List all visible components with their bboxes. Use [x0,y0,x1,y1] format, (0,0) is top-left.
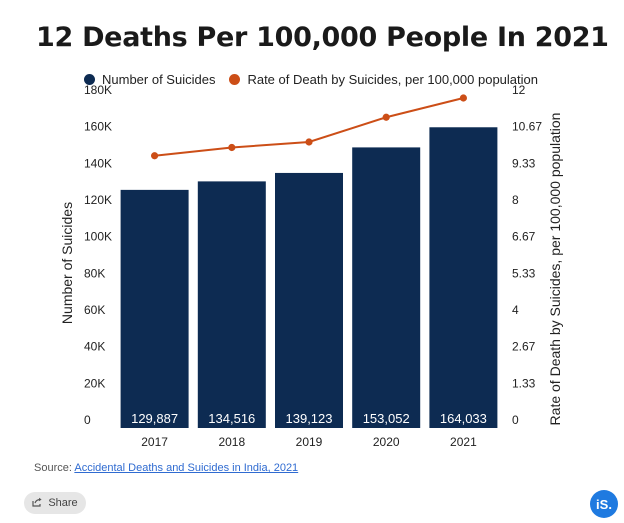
bar [120,189,189,428]
source-prefix: Source: [34,462,75,474]
x-tick-label: 2020 [373,435,400,449]
y2-tick-label: 8 [512,193,519,207]
x-tick-label: 2019 [296,435,323,449]
rate-point [228,143,236,152]
x-tick-label: 2018 [218,435,245,449]
rate-point [305,138,313,146]
y-tick-label: 20K [84,376,105,390]
y-tick-label: 60K [84,303,105,317]
bar [429,127,498,429]
y2-tick-label: 10.67 [512,120,542,134]
y-tick-label: 180K [84,83,112,97]
x-tick-label: 2017 [141,435,168,449]
y2-tick-label: 1.33 [512,376,536,390]
legend-item-bars: Number of Suicides [84,72,215,87]
y-tick-label: 80K [84,266,105,280]
legend-label-bars: Number of Suicides [102,72,216,87]
legend-swatch-bars [84,74,95,85]
chart-title: 12 Deaths Per 100,000 People In 2021 [36,22,609,53]
y2-tick-label: 6.67 [512,230,536,244]
y2-tick-label: 12 [512,83,526,97]
bar [197,181,266,428]
source-note: Source: Accidental Deaths and Suicides i… [34,462,298,474]
bar [275,172,343,428]
y2-tick-label: 4 [512,303,519,317]
x-tick-label: 2021 [450,435,477,449]
y-tick-label: 100K [84,230,112,244]
legend-item-line: Rate of Death by Suicides, per 100,000 p… [229,72,538,87]
chart-plot: 0 20K 40K 60K 80K 100K 120K 140K 160K 180K 0 1.33 2.… [59,83,563,449]
rate-point [151,152,159,160]
legend: Number of Suicides Rate of Death by Suic… [84,72,552,87]
y2-tick-label: 9.33 [512,156,536,170]
y-axis-title: Number of Suicides [59,202,75,324]
share-button[interactable]: Share [24,492,86,514]
bar-value-label: 129,887 [131,411,178,426]
y-tick-label: 40K [84,340,105,354]
share-label: Share [48,497,78,509]
rate-point [382,113,390,121]
y-tick-label: 0 [84,413,91,427]
y2-tick-label: 0 [512,413,519,427]
bar [352,147,421,428]
legend-swatch-line [229,74,241,85]
source-link[interactable]: Accidental Deaths and Suicides in India,… [74,462,299,474]
bar-value-label: 164,033 [440,411,487,426]
bar-value-label: 153,052 [363,411,410,426]
y2-axis-title: Rate of Death by Suicides, per 100,000 p… [547,113,563,426]
rate-point [459,94,467,102]
y2-tick-label: 2.67 [512,340,536,354]
y-tick-label: 140K [84,156,112,170]
bar-value-label: 134,516 [208,411,255,426]
y-tick-label: 160K [84,120,112,134]
share-icon [32,497,43,510]
rate-line [154,97,464,157]
y2-tick-label: 5.33 [512,266,536,280]
y-tick-label: 120K [84,193,112,207]
bar-value-label: 139,123 [286,411,333,426]
legend-label-line: Rate of Death by Suicides, per 100,000 p… [247,72,538,87]
brand-logo: iS. [590,490,618,518]
